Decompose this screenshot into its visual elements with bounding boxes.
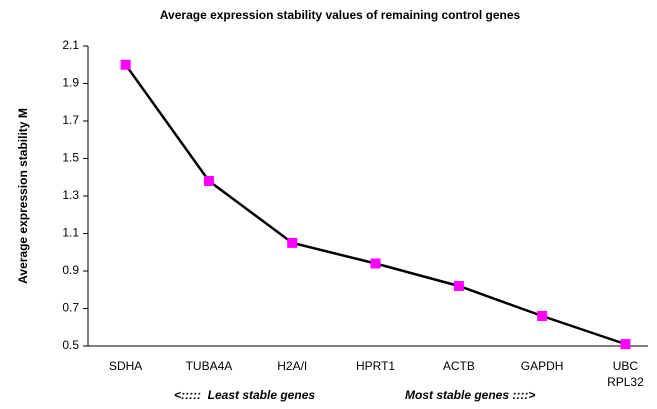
annotation: <::::: Least stable genes xyxy=(174,388,315,402)
y-tick-label: 1.1 xyxy=(62,226,79,240)
line xyxy=(124,64,626,346)
y-tick-label: 1.9 xyxy=(62,76,79,90)
y-tick-label: 1.3 xyxy=(62,188,79,202)
y-tick-label: 0.7 xyxy=(62,301,79,315)
marker xyxy=(537,311,548,321)
marker xyxy=(620,339,631,350)
marker xyxy=(453,281,464,291)
y-tick-label: 1.5 xyxy=(62,151,79,165)
x-tick-label: HPRT1 xyxy=(355,359,396,373)
y-tick-label: 1.7 xyxy=(62,113,79,127)
y-tick-label: 2.1 xyxy=(62,38,79,52)
marker xyxy=(287,237,298,248)
x-tick-label: TUBA4A xyxy=(185,359,233,373)
y-axis-label: Average expression stability M xyxy=(16,108,30,284)
y-tick-label: 0.9 xyxy=(62,263,79,277)
x-tick-label: UBC RPL32 xyxy=(607,359,644,389)
marker xyxy=(120,59,131,70)
annotation: Most stable genes ::::> xyxy=(405,388,535,402)
x-tick-label: H2A/I xyxy=(277,359,308,373)
chart-title: Average expression stability values of r… xyxy=(160,8,521,22)
x-tick-label: ACTB xyxy=(442,359,475,373)
marker xyxy=(203,176,214,186)
marker xyxy=(370,258,381,269)
x-tick-label: GAPDH xyxy=(520,359,564,373)
x-tick-label: SDHA xyxy=(108,359,143,373)
y-tick-label: 0.5 xyxy=(62,338,79,352)
